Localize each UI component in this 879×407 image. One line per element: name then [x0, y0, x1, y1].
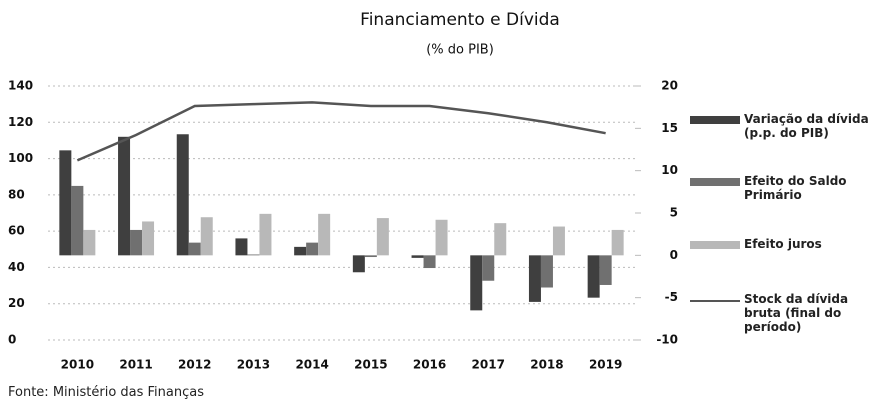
x-tick-label: 2019: [589, 358, 622, 372]
legend-label: Variação da dívida (p.p. do PIB): [744, 112, 869, 140]
bar: [435, 219, 448, 256]
bar: [599, 255, 612, 285]
x-tick-label: 2018: [530, 358, 563, 372]
legend-entry: Stock da dívida bruta (final do período): [690, 292, 875, 334]
legend-swatch: [690, 116, 740, 124]
source-note: Fonte: Ministério das Finanças: [8, 385, 205, 400]
bar: [552, 226, 565, 256]
y-tick-label: 40: [8, 260, 25, 274]
legend-label: Stock da dívida bruta (final do período): [744, 292, 849, 334]
legend-label: Efeito do Saldo Primário: [744, 174, 847, 202]
bar: [59, 150, 72, 256]
legend-label: Efeito juros: [744, 237, 822, 251]
bar: [130, 229, 143, 256]
y-tick-label: 140: [8, 79, 33, 93]
bar: [176, 134, 189, 256]
x-tick-label: 2013: [237, 358, 270, 372]
x-tick-label: 2017: [472, 358, 505, 372]
bar: [259, 213, 272, 256]
bar: [306, 242, 319, 256]
line: [76, 101, 606, 162]
legend-entry: Efeito juros: [690, 237, 875, 251]
legend-entry: Efeito do Saldo Primário: [690, 174, 875, 202]
y-tick-label: 100: [8, 151, 33, 165]
x-tick-label: 2014: [295, 358, 328, 372]
bar: [71, 185, 84, 256]
bar: [118, 136, 131, 256]
y2-tick-label: 0: [670, 248, 678, 262]
bar: [318, 213, 331, 256]
chart-subtitle: (% do PIB): [426, 43, 494, 58]
bar: [611, 229, 624, 256]
y-tick-label: 60: [8, 224, 25, 238]
bar: [235, 238, 248, 256]
x-tick-label: 2010: [61, 358, 94, 372]
x-tick-label: 2015: [354, 358, 387, 372]
bar: [188, 242, 201, 256]
y2-tick-label: 10: [661, 163, 678, 177]
legend-swatch: [690, 178, 740, 186]
chart-title: Financiamento e Dívida: [360, 10, 560, 30]
y-tick-label: 20: [8, 296, 25, 310]
x-tick-label: 2016: [413, 358, 446, 372]
bar: [411, 255, 424, 258]
x-tick-label: 2012: [178, 358, 211, 372]
bar: [247, 254, 260, 256]
y-tick-label: 0: [8, 333, 16, 347]
y-tick-label: 120: [8, 115, 33, 129]
y2-tick-label: 15: [661, 121, 678, 135]
bar: [200, 217, 213, 256]
x-tick-label: 2011: [119, 358, 152, 372]
bar: [587, 255, 600, 298]
y-tick-label: 80: [8, 187, 25, 201]
y2-tick-label: -10: [656, 333, 678, 347]
y2-tick-label: 20: [661, 79, 678, 93]
bar: [528, 255, 541, 302]
legend-swatch: [690, 241, 740, 249]
bar: [376, 218, 389, 256]
legend-swatch: [690, 300, 740, 302]
bar: [494, 223, 507, 256]
bar: [470, 255, 483, 311]
bar: [142, 221, 155, 256]
y2-tick-label: 5: [670, 206, 678, 220]
y2-tick-label: -5: [665, 290, 678, 304]
bar: [423, 255, 436, 269]
bar: [364, 255, 377, 258]
legend-entry: Variação da dívida (p.p. do PIB): [690, 112, 875, 140]
bar: [540, 255, 553, 288]
bar: [294, 246, 307, 256]
bar: [482, 255, 495, 281]
bar: [83, 229, 96, 256]
bar: [352, 255, 365, 273]
